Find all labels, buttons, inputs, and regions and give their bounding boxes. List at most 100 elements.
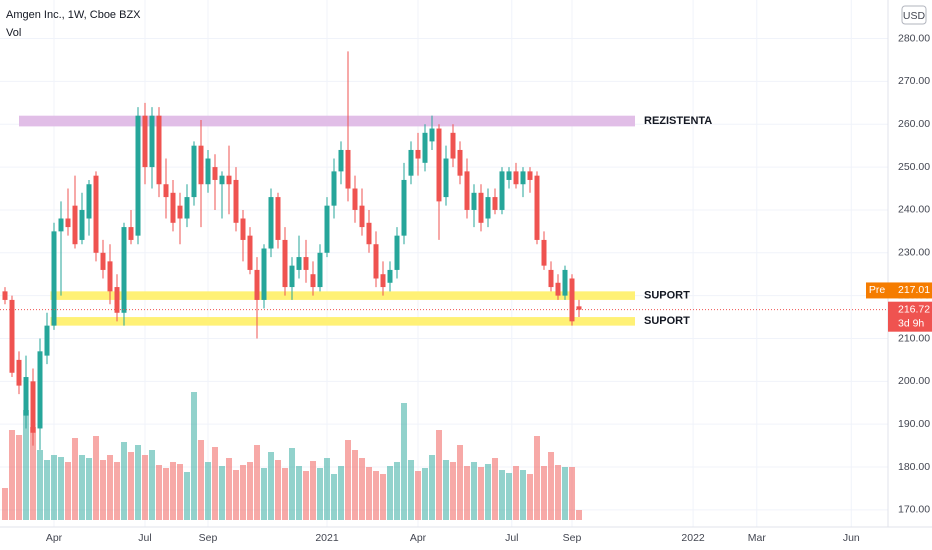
candle-body <box>373 244 379 279</box>
volume-bar <box>100 460 106 520</box>
volume-label: Vol <box>6 27 21 39</box>
candle-body <box>268 197 274 249</box>
volume-bar <box>198 440 204 520</box>
candle-body <box>219 175 225 185</box>
chart-title: Amgen Inc., 1W, Cboe BZX <box>6 9 141 21</box>
candle-body <box>114 287 120 313</box>
candle-body <box>261 248 267 300</box>
x-tick-label: Jun <box>843 532 860 544</box>
candle-body <box>51 231 57 326</box>
volume-bar <box>408 460 414 520</box>
premarket-price: 217.01 <box>898 284 930 296</box>
candle-body <box>436 128 442 202</box>
candle-body <box>191 145 197 198</box>
volume-bar <box>107 455 113 520</box>
candle-body <box>401 179 407 236</box>
last-price: 216.72 <box>898 303 930 315</box>
candle-body <box>310 274 316 288</box>
candle-body <box>471 192 477 210</box>
candle-body <box>394 235 400 270</box>
level-label: SUPORT <box>644 290 690 302</box>
candle-body <box>44 325 50 356</box>
volume-bar <box>380 474 386 520</box>
volume-bar <box>226 458 232 520</box>
candle-body <box>576 306 582 310</box>
y-tick-label: 260.00 <box>898 118 930 130</box>
candle-body <box>457 149 463 176</box>
x-tick-label: Apr <box>410 532 427 544</box>
x-tick-label: Sep <box>199 532 218 544</box>
candle-body <box>282 239 288 288</box>
volume-bar <box>184 472 190 520</box>
candle-body <box>478 192 484 223</box>
candle-body <box>422 132 428 163</box>
volume-bar <box>443 460 449 520</box>
volume-bar <box>415 471 421 520</box>
volume-bar <box>373 471 379 520</box>
candle-body <box>37 351 43 429</box>
y-tick-label: 190.00 <box>898 418 930 430</box>
candle-body <box>177 205 183 219</box>
candle-body <box>65 218 71 228</box>
volume-bar <box>394 462 400 520</box>
candle-body <box>429 128 435 142</box>
candle-body <box>569 278 575 322</box>
volume-bar <box>86 458 92 520</box>
volume-bar <box>268 452 274 520</box>
volume-bar <box>345 440 351 520</box>
volume-bar <box>16 435 22 520</box>
candle-body <box>520 171 526 185</box>
candle-body <box>16 359 22 386</box>
volume-bar <box>401 403 407 520</box>
x-tick-label: 2022 <box>681 532 705 544</box>
candle-body <box>289 265 295 288</box>
currency: USD <box>903 10 926 22</box>
candle-body <box>233 179 239 223</box>
candle-body <box>380 274 386 288</box>
y-tick-label: 280.00 <box>898 32 930 44</box>
volume-bar <box>282 468 288 520</box>
volume-bar <box>240 465 246 520</box>
volume-bar <box>58 457 64 520</box>
candle-body <box>415 149 421 159</box>
candle-body <box>128 227 134 240</box>
candle-body <box>324 205 330 253</box>
volume-bar <box>471 462 477 520</box>
volume-bar <box>79 455 85 520</box>
volume-bar <box>163 468 169 520</box>
volume-bar <box>170 462 176 520</box>
candle-body <box>2 291 8 300</box>
y-tick-label: 250.00 <box>898 161 930 173</box>
volume-bar <box>492 458 498 520</box>
volume-bar <box>450 462 456 520</box>
candle-body <box>352 188 358 210</box>
candle-body <box>86 184 92 219</box>
candle-body <box>513 171 519 185</box>
volume-bar <box>219 466 225 520</box>
currency-box[interactable] <box>901 5 927 25</box>
candle-body <box>30 381 36 433</box>
candle-body <box>254 269 260 300</box>
premarket-tag <box>866 282 888 299</box>
volume-bar <box>527 474 533 520</box>
volume-bar <box>205 462 211 520</box>
volume-bar <box>317 468 323 520</box>
candle-body <box>359 205 365 228</box>
volume-bar <box>2 488 8 520</box>
volume-bar <box>562 467 568 520</box>
volume-bar <box>478 467 484 520</box>
y-tick-label: 180.00 <box>898 461 930 473</box>
volume-bar <box>569 467 575 520</box>
candle-body <box>156 115 162 185</box>
volume-bar <box>9 430 15 520</box>
volume-bar <box>30 427 36 520</box>
candle-body <box>331 171 337 206</box>
candle-body <box>485 197 491 219</box>
volume-bar <box>485 464 491 520</box>
volume-bar <box>177 464 183 520</box>
volume-bar <box>212 447 218 520</box>
x-tick-label: Sep <box>563 532 582 544</box>
volume-bar <box>23 410 29 520</box>
